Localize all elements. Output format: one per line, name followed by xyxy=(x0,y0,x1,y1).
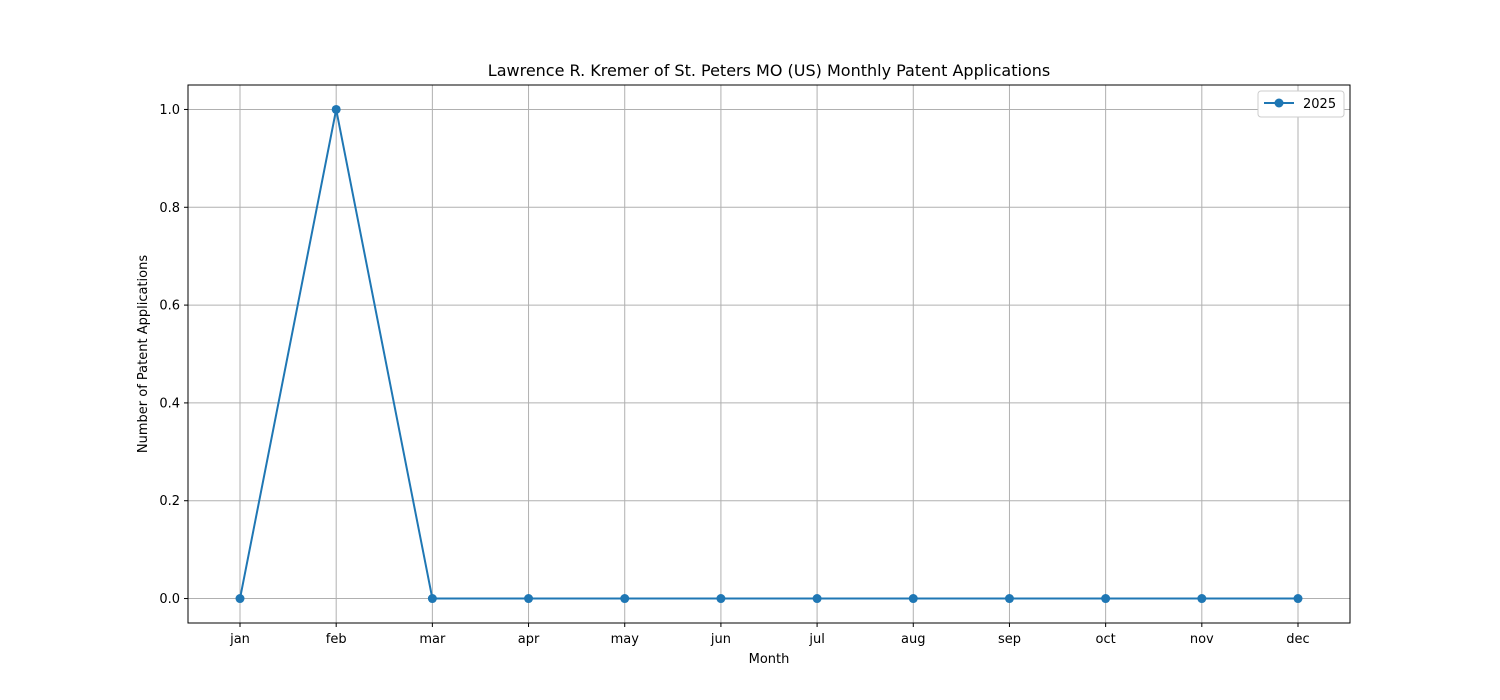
series-layer xyxy=(235,104,1303,604)
data-point-jan xyxy=(235,594,245,604)
legend-marker-swatch xyxy=(1274,98,1284,108)
y-tick-label: 0.8 xyxy=(159,201,180,216)
x-tick-label-aug: aug xyxy=(901,632,925,647)
data-point-sep xyxy=(1004,594,1014,604)
data-point-dec xyxy=(1293,594,1303,604)
x-tick-label-oct: oct xyxy=(1096,632,1116,647)
y-axis-label: Number of Patent Applications xyxy=(136,255,151,453)
y-tick-label: 1.0 xyxy=(159,103,180,118)
x-tick-label-may: may xyxy=(611,632,640,647)
grid-lines xyxy=(188,85,1350,623)
x-tick-label-dec: dec xyxy=(1286,632,1309,647)
data-point-feb xyxy=(331,104,341,114)
legend-box xyxy=(1257,90,1345,118)
data-point-aug xyxy=(908,594,918,604)
legend-entry-2025: 2025 xyxy=(1303,97,1336,112)
x-tick-label-jun: jun xyxy=(710,632,731,647)
x-tick-label-jan: jan xyxy=(229,632,250,647)
data-point-apr xyxy=(524,594,534,604)
x-tick-label-feb: feb xyxy=(326,632,347,647)
x-axis-ticks: jan feb mar apr may jun jul aug sep oct nov dec xyxy=(229,623,1310,647)
y-tick-label: 0.6 xyxy=(159,299,180,314)
x-tick-label-jul: jul xyxy=(808,632,824,647)
x-tick-label-sep: sep xyxy=(998,632,1021,647)
x-tick-label-mar: mar xyxy=(419,632,446,647)
data-point-nov xyxy=(1197,594,1207,604)
y-axis-ticks: 0.0 0.2 0.4 0.6 0.8 1.0 xyxy=(159,103,188,607)
data-point-jul xyxy=(812,594,822,604)
x-tick-label-apr: apr xyxy=(518,632,540,647)
y-tick-label: 0.2 xyxy=(159,494,180,509)
y-tick-label: 0.4 xyxy=(159,396,180,411)
x-axis-label: Month xyxy=(749,652,790,667)
data-point-jun xyxy=(716,594,726,604)
series-line-2025 xyxy=(239,108,1298,600)
data-point-may xyxy=(620,594,630,604)
x-tick-label-nov: nov xyxy=(1190,632,1214,647)
y-tick-label: 0.0 xyxy=(159,592,180,607)
legend: 2025 xyxy=(1257,90,1345,118)
data-point-mar xyxy=(427,594,437,604)
plot-area-frame xyxy=(187,84,1351,624)
data-point-oct xyxy=(1101,594,1111,604)
chart-title: Lawrence R. Kremer of St. Peters MO (US)… xyxy=(488,61,1050,80)
